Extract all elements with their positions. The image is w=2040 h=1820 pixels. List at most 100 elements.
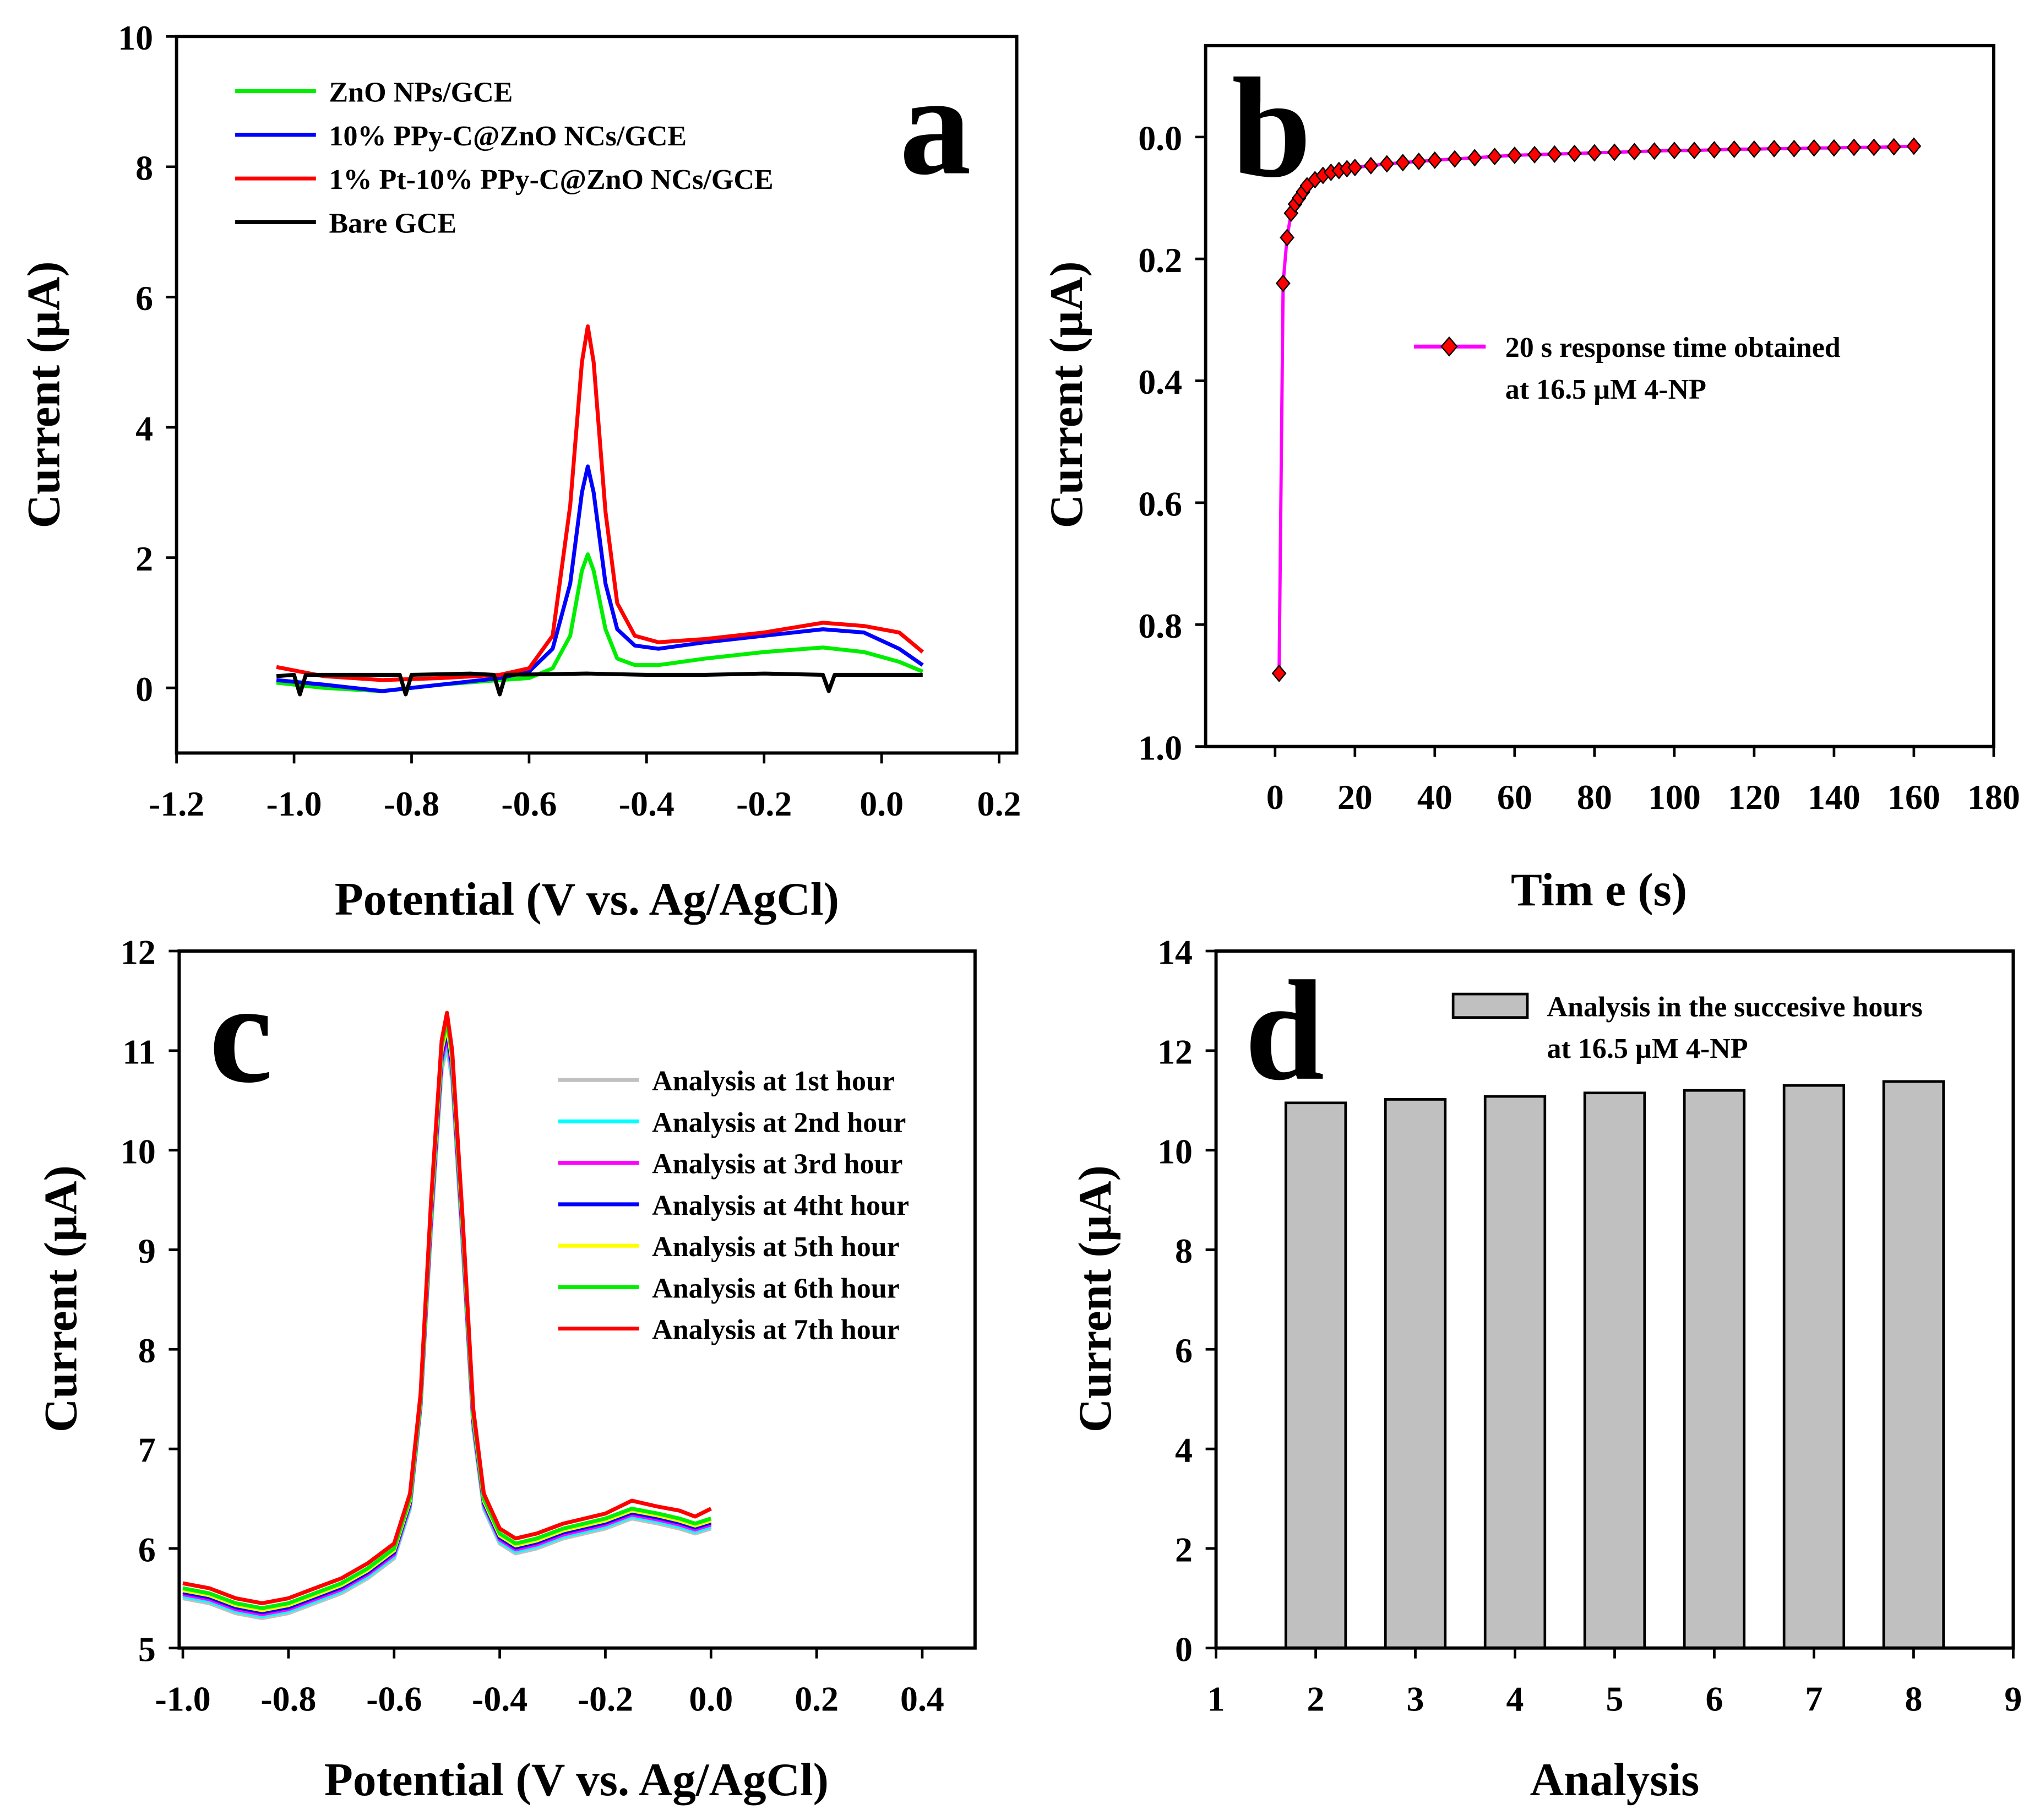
y-tick-label: 0.0 (1138, 118, 1182, 157)
data-point (1271, 664, 1287, 682)
y-axis-label: Current (µA) (18, 261, 70, 528)
data-point (1647, 142, 1662, 160)
y-tick-label: 0.2 (1138, 241, 1182, 280)
x-tick-label: 0.4 (900, 1679, 944, 1718)
data-point (1379, 155, 1395, 173)
legend-label: Analysis at 1st hour (652, 1066, 895, 1097)
legend-marker (1440, 336, 1458, 357)
y-tick-label: 0.4 (1138, 362, 1182, 401)
data-point (1363, 156, 1379, 175)
x-tick-label: 9 (2004, 1679, 2022, 1718)
data-point (1487, 148, 1502, 166)
y-axis-label: Current (µA) (1041, 261, 1092, 528)
y-tick-label: 6 (138, 1530, 156, 1569)
y-tick-label: 0 (135, 670, 153, 709)
data-point (1826, 139, 1842, 157)
data-point (1280, 229, 1294, 247)
y-tick-label: 0.8 (1138, 606, 1182, 645)
x-tick-label: 8 (1905, 1679, 1922, 1718)
data-point (1527, 145, 1542, 164)
series-line-1 (182, 1044, 712, 1621)
bar-7 (1782, 1084, 1846, 1650)
series-line-2 (276, 464, 924, 693)
data-point (1626, 143, 1642, 161)
data-point (1427, 151, 1443, 169)
y-tick-label: 14 (1157, 933, 1193, 972)
data-point (1507, 146, 1522, 165)
x-tick-label: 20 (1337, 778, 1373, 817)
data-point (1867, 138, 1881, 156)
y-tick-label: 9 (138, 1231, 156, 1270)
legend-label: ZnO NPs/GCE (329, 77, 513, 108)
legend-label: Analysis at 3rd hour (652, 1149, 902, 1180)
bar-8 (1882, 1080, 1945, 1650)
x-tick-label: -0.4 (472, 1679, 527, 1718)
y-tick-label: 12 (121, 933, 156, 972)
legend-label: Bare GCE (329, 208, 456, 239)
data-point (1467, 149, 1482, 167)
data-point (1807, 139, 1822, 157)
panel-label: b (1232, 48, 1312, 207)
panel-c: -1.0 -0.8 -0.6 -0.4 -0.2 0.0 0.2 0.4 5 6 7 8 9 10 11 12… (35, 933, 977, 1806)
x-tick-label: 120 (1728, 778, 1781, 817)
x-tick-label: 3 (1407, 1679, 1424, 1718)
data-point (1275, 274, 1291, 292)
x-axis-label: Potential (V vs. Ag/AgCl) (324, 1754, 829, 1806)
series-line-4 (276, 671, 923, 697)
x-tick-label: -1.2 (149, 784, 204, 823)
data-point (1727, 140, 1742, 158)
y-tick-label: 2 (135, 539, 153, 578)
data-point (1687, 142, 1702, 160)
panel-label: a (900, 46, 971, 205)
y-tick-label: 6 (1175, 1331, 1193, 1370)
legend-label: Analysis at 2nd hour (652, 1107, 906, 1138)
data-point (1766, 139, 1782, 157)
data-point (1447, 150, 1462, 168)
y-tick-label: 8 (138, 1331, 156, 1370)
data-point (1787, 139, 1802, 157)
data-point (1667, 142, 1682, 160)
x-tick-label: 1 (1207, 1679, 1225, 1718)
plot-frame (175, 35, 1019, 755)
panel-b: 0 20 40 60 80 100 120 140 160 180 0.0 0.2 0.4 0.6 0.8 1… (1041, 44, 2020, 916)
plot-frame (1204, 44, 1995, 748)
y-tick-label: 4 (135, 409, 153, 448)
x-tick-label: 6 (1705, 1679, 1723, 1718)
legend-swatch (1451, 992, 1529, 1019)
y-tick-label: 12 (1157, 1032, 1193, 1071)
x-tick-label: -0.4 (619, 784, 674, 823)
y-tick-label: 5 (138, 1629, 156, 1669)
y-tick-label: 0 (1175, 1629, 1193, 1669)
y-tick-label: 8 (135, 148, 153, 187)
x-axis-label: Tim e (s) (1511, 864, 1687, 916)
x-tick-label: 7 (1805, 1679, 1823, 1718)
legend-label: Analysis at 6th hour (652, 1273, 900, 1304)
y-tick-label: 10 (118, 18, 153, 57)
x-tick-label: -0.8 (384, 784, 439, 823)
x-axis-label: Analysis (1530, 1754, 1700, 1806)
x-tick-label: -0.6 (501, 784, 557, 823)
y-tick-label: 10 (1157, 1132, 1193, 1171)
y-tick-label: 10 (121, 1132, 156, 1171)
y-tick-label: 0.6 (1138, 485, 1182, 524)
x-tick-label: 0.2 (977, 784, 1021, 823)
x-tick-label: 40 (1417, 778, 1453, 817)
data-point (1587, 144, 1602, 162)
panel-label: c (209, 954, 273, 1113)
legend-label: 10% PPy-C@ZnO NCs/GCE (329, 121, 687, 152)
data-point (1547, 145, 1562, 163)
bar-5 (1583, 1091, 1646, 1650)
legend-label: Analysis at 7th hour (652, 1314, 900, 1346)
x-tick-label: -0.8 (260, 1679, 316, 1718)
panel-a: -1.2 -1.0 -0.8 -0.6 -0.4 -0.2 0.0 0.2 0 2 4 6 8 10 Pot… (18, 18, 1021, 925)
series-line-7 (182, 1010, 712, 1605)
data-point (1886, 138, 1902, 156)
x-tick-label: -0.2 (736, 784, 792, 823)
legend-label: 20 s response time obtained (1505, 332, 1841, 363)
series-line-1 (1277, 144, 1914, 673)
data-point (1607, 143, 1622, 161)
y-tick-label: 1.0 (1138, 728, 1182, 767)
x-tick-label: 5 (1606, 1679, 1624, 1718)
x-tick-label: 140 (1808, 778, 1861, 817)
